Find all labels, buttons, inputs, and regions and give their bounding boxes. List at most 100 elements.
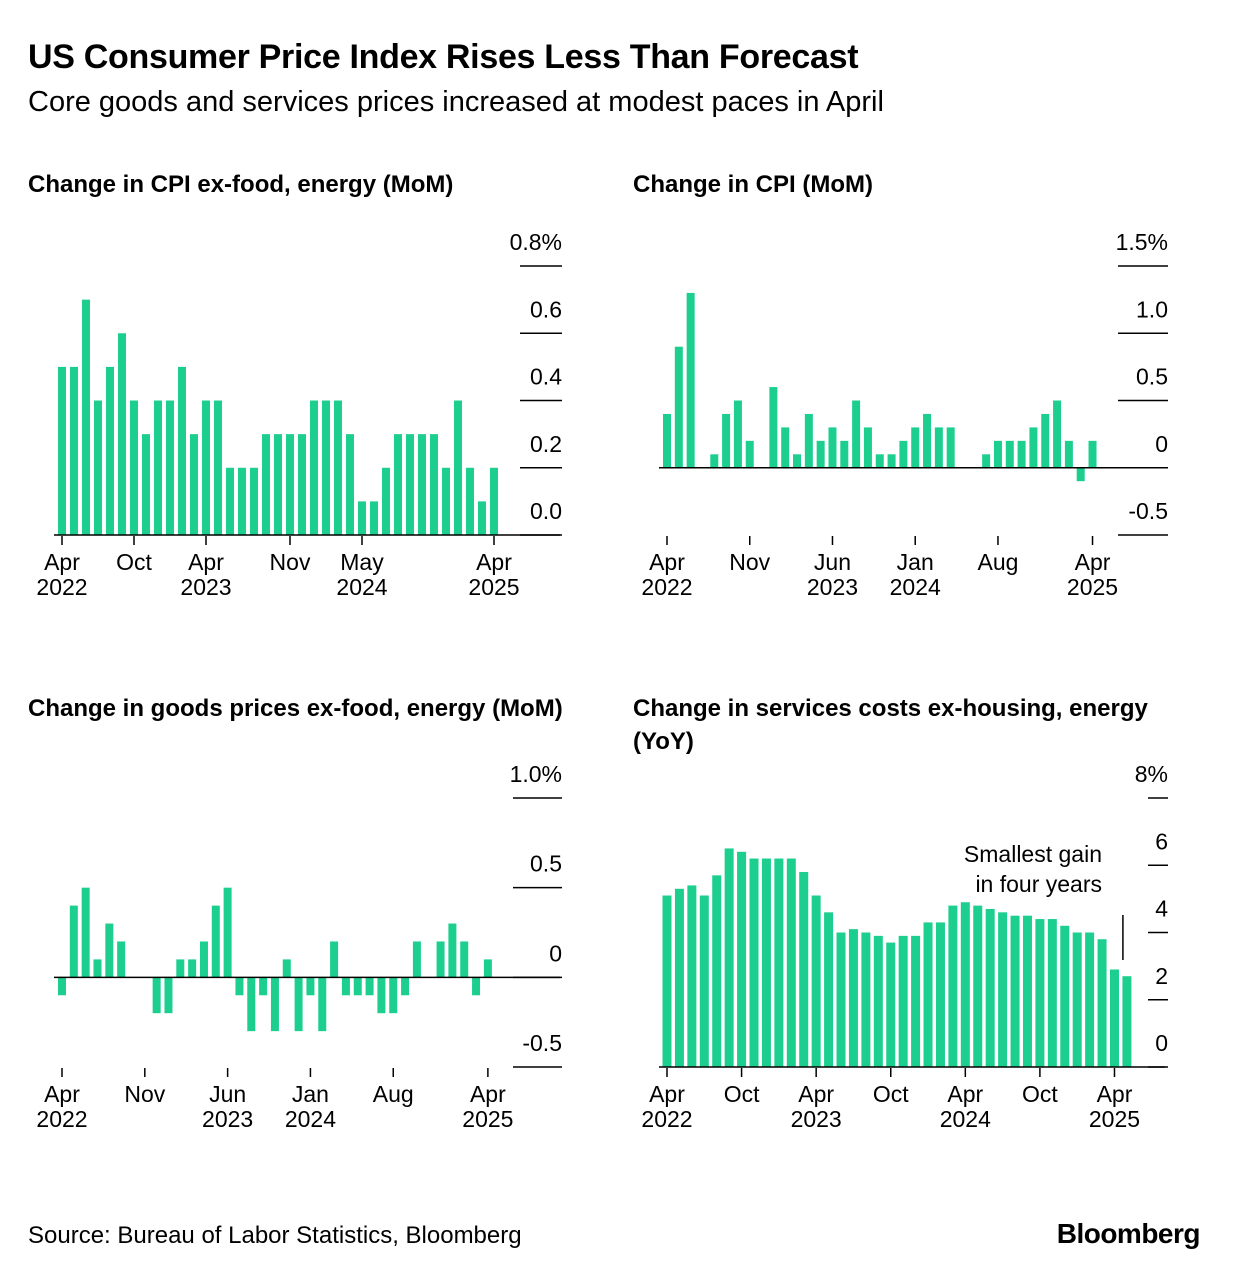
y-tick-label: 0 <box>1155 1030 1168 1056</box>
y-tick-label: 0.4 <box>530 364 562 390</box>
bar <box>1122 976 1132 1067</box>
bar <box>898 935 908 1067</box>
bar <box>259 977 268 996</box>
bar <box>294 977 303 1032</box>
x-tick-label: Jun <box>814 549 851 575</box>
x-tick-label: Aug <box>977 549 1018 575</box>
x-tick-label: Apr <box>44 549 80 575</box>
bar <box>226 467 234 535</box>
y-tick-label: 6 <box>1155 828 1168 854</box>
bar <box>262 434 270 535</box>
bar <box>310 400 318 535</box>
bar <box>828 427 837 468</box>
bar <box>887 454 896 468</box>
bar <box>166 400 174 535</box>
y-tick-label: 1.5% <box>1116 229 1168 255</box>
bar <box>733 400 742 468</box>
y-tick-label: -0.5 <box>522 1030 562 1056</box>
x-tick-label: 2025 <box>1089 1106 1140 1132</box>
x-tick-label: Apr <box>1097 1081 1133 1107</box>
x-tick-label: Apr <box>947 1081 983 1107</box>
bar <box>483 959 492 978</box>
bar <box>1072 932 1082 1067</box>
bar <box>235 977 244 996</box>
bar <box>935 922 945 1067</box>
bar <box>861 932 871 1067</box>
x-tick-label: Jan <box>292 1081 329 1107</box>
x-tick-label: Nov <box>729 549 770 575</box>
x-tick-label: 2024 <box>336 574 387 600</box>
bar <box>911 427 920 468</box>
bar <box>1010 915 1020 1067</box>
page-subtitle: Core goods and services prices increased… <box>28 86 884 118</box>
bar <box>793 454 802 468</box>
y-tick-label: 4 <box>1155 896 1168 922</box>
x-tick-label: 2023 <box>807 574 858 600</box>
bar <box>202 400 210 535</box>
bar <box>286 434 294 535</box>
page-title: US Consumer Price Index Rises Less Than … <box>28 38 859 76</box>
y-tick-label: 1.0 <box>1136 296 1168 322</box>
bar <box>370 501 378 535</box>
bar <box>804 413 813 468</box>
x-tick-label: 2023 <box>180 574 231 600</box>
bar <box>836 932 846 1067</box>
bar <box>786 858 796 1067</box>
bar <box>365 977 374 996</box>
bar <box>1109 969 1119 1067</box>
x-tick-label: Oct <box>1022 1081 1058 1107</box>
bar <box>686 292 695 468</box>
x-tick-label: 2025 <box>468 574 519 600</box>
bar <box>852 400 861 468</box>
bar <box>1053 400 1062 468</box>
y-tick-label: 0 <box>1155 431 1168 457</box>
annotation-text: in four years <box>975 871 1102 897</box>
bar <box>448 923 457 978</box>
x-tick-label: 2024 <box>285 1106 336 1132</box>
bar <box>873 935 883 1067</box>
bar <box>816 440 825 468</box>
bar <box>1088 440 1097 468</box>
bar <box>1064 440 1073 468</box>
bar <box>334 400 342 535</box>
bar <box>1060 925 1070 1067</box>
bar <box>761 858 771 1067</box>
bar <box>899 440 908 468</box>
bar <box>394 434 402 535</box>
x-tick-label: Apr <box>470 1081 506 1107</box>
bar <box>58 977 66 996</box>
bar <box>769 387 778 468</box>
y-tick-label: 0.2 <box>530 431 562 457</box>
x-tick-label: Jan <box>897 549 934 575</box>
bar <box>211 905 220 978</box>
bar <box>274 434 282 535</box>
bar <box>118 333 126 535</box>
bar <box>745 440 754 468</box>
bar <box>1005 440 1014 468</box>
x-tick-label: 2024 <box>890 574 941 600</box>
x-tick-label: Nov <box>270 549 311 575</box>
bar <box>223 887 232 978</box>
bar <box>377 977 386 1014</box>
x-tick-label: Jun <box>209 1081 246 1107</box>
headline-cpi-title: Change in CPI (MoM) <box>633 171 873 198</box>
bar <box>662 895 672 1067</box>
x-tick-label: 2022 <box>641 574 692 600</box>
bar <box>875 454 884 468</box>
x-tick-label: Apr <box>188 549 224 575</box>
bar <box>674 346 683 468</box>
bar <box>250 467 258 535</box>
x-tick-label: 2023 <box>202 1106 253 1132</box>
y-tick-label: -0.5 <box>1128 498 1168 524</box>
bar <box>406 434 414 535</box>
y-tick-label: 0.5 <box>1136 364 1168 390</box>
bar <box>663 413 671 468</box>
bar <box>418 434 426 535</box>
bar <box>722 413 731 468</box>
bar <box>178 366 186 535</box>
bar <box>70 366 78 535</box>
bar <box>712 875 722 1067</box>
